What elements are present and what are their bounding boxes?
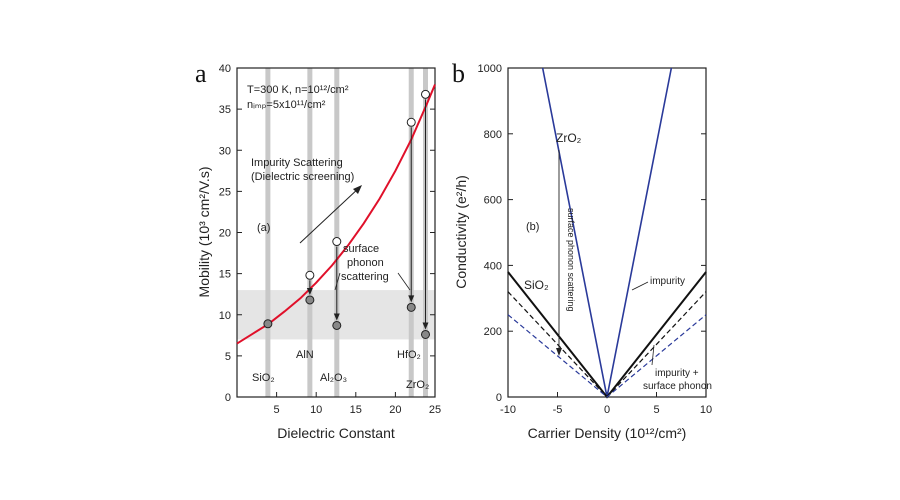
filled-point [263, 319, 273, 329]
panel-b-letter: b [452, 59, 465, 88]
panel-a-ytick-label: 10 [219, 310, 231, 322]
panel-a-ytick-label: 35 [219, 104, 231, 116]
open-point [420, 89, 430, 99]
open-point [305, 270, 315, 280]
panel-a-ytick-label: 5 [225, 351, 231, 363]
panel-a-material-bars [265, 68, 428, 397]
impurity-leader [631, 281, 649, 291]
panel-a-xtick-label: 20 [389, 404, 401, 416]
phonon-label-1: surface [343, 243, 379, 255]
panel-a-points [263, 89, 430, 339]
label-impurity-phonon-2: surface phonon [643, 381, 712, 392]
filled-point [305, 295, 315, 305]
panel-a-xtick-label: 25 [429, 404, 441, 416]
panel-a-xtick-label: 15 [350, 404, 362, 416]
impurity-phonon-line [507, 314, 707, 398]
panel-a-info-line2: nᵢₘₚ=5x10¹¹/cm² [247, 99, 326, 111]
label-hfo2: HfO₂ [397, 349, 421, 361]
panel-a-letter: a [195, 59, 207, 88]
filled-point [406, 302, 416, 312]
panel-b-ytick-label: 0 [496, 392, 502, 404]
panel-a-xtick-label: 5 [274, 404, 280, 416]
phonon-label-2: phonon [347, 257, 384, 269]
phonon-leader-1 [334, 272, 341, 291]
material-bar-sio2 [265, 68, 271, 397]
panel-b-ticks: -10 -5 0 5 10 0 200 400 600 800 1000 [478, 63, 713, 416]
surface-phonon-arrowhead [556, 348, 562, 356]
panel-b-xlabel: Carrier Density (10¹²/cm²) [528, 425, 687, 441]
drop-arrow-head [333, 313, 340, 321]
label-impurity-phonon-1: impurity + [655, 368, 699, 379]
label-sio2-curve: SiO₂ [524, 278, 549, 292]
panel-b-lines [507, 67, 707, 399]
panel-a-ytick-label: 30 [219, 145, 231, 157]
material-bar-aln [307, 68, 313, 397]
panel-a-inner-label: (a) [257, 222, 270, 234]
panel-a-ytick-label: 20 [219, 228, 231, 240]
panel-a-xlabel: Dielectric Constant [277, 425, 395, 441]
drop-arrow-head [408, 295, 415, 303]
panel-b: b -10 -5 0 5 10 0 200 400 600 800 1000 (b) ZrO₂ Si… [452, 59, 712, 441]
phonon-leader-2 [397, 272, 411, 291]
panel-a: a 5 10 15 20 25 0 5 10 15 20 25 30 35 40 T=300 K, n=1… [195, 59, 441, 441]
open-point [406, 117, 416, 127]
impurity-trend-arrow [299, 186, 361, 244]
panel-a-ytick-label: 25 [219, 186, 231, 198]
label-al2o3: Al₂O₃ [320, 372, 347, 384]
panel-b-ytick-label: 200 [484, 326, 502, 338]
panel-a-xtick-label: 10 [310, 404, 322, 416]
panel-b-xtick-label: -5 [553, 404, 563, 416]
label-zro2: ZrO₂ [406, 379, 429, 391]
label-impurity: impurity [650, 276, 685, 287]
panel-a-ytick-label: 15 [219, 269, 231, 281]
filled-point [420, 329, 430, 339]
dielectric-screening-label: (Dielectric screening) [251, 171, 354, 183]
impurity-phonon-leader [651, 344, 655, 366]
panel-a-info-line1: T=300 K, n=10¹²/cm² [247, 84, 349, 96]
drop-arrow-head [306, 287, 313, 295]
drop-arrow-head [422, 322, 429, 330]
phonon-label-3: scattering [341, 271, 389, 283]
panel-a-ytick-label: 0 [225, 392, 231, 404]
panel-a-ytick-label: 40 [219, 63, 231, 75]
panel-b-xtick-label: 5 [653, 404, 659, 416]
panel-b-ylabel: Conductivity (e²/h) [453, 175, 469, 289]
open-point [332, 237, 342, 247]
panel-b-xtick-label: 0 [604, 404, 610, 416]
panel-a-ticks: 5 10 15 20 25 0 5 10 15 20 25 30 35 40 [219, 63, 441, 416]
label-sio2: SiO₂ [252, 372, 275, 384]
impurity-scattering-label: Impurity Scattering [251, 157, 343, 169]
panel-b-ytick-label: 1000 [478, 63, 502, 75]
label-aln: AlN [296, 349, 314, 361]
label-zro2-curve: ZrO₂ [556, 131, 582, 145]
material-bar-al2o3 [334, 68, 340, 397]
panel-b-ytick-label: 400 [484, 260, 502, 272]
impurity-trend-arrowhead [353, 185, 362, 194]
zro2-line [541, 67, 673, 398]
surface-phonon-label: surface phonon scattering [566, 208, 576, 312]
panel-b-ytick-label: 800 [484, 129, 502, 141]
panel-a-drop-arrows [306, 99, 429, 330]
filled-point [332, 320, 342, 330]
panel-b-xtick-label: -10 [500, 404, 516, 416]
panel-b-inner-label: (b) [526, 221, 539, 233]
panel-a-ylabel: Mobility (10³ cm²/V.s) [196, 167, 212, 298]
panel-b-ytick-label: 600 [484, 195, 502, 207]
panel-b-xtick-label: 10 [700, 404, 712, 416]
